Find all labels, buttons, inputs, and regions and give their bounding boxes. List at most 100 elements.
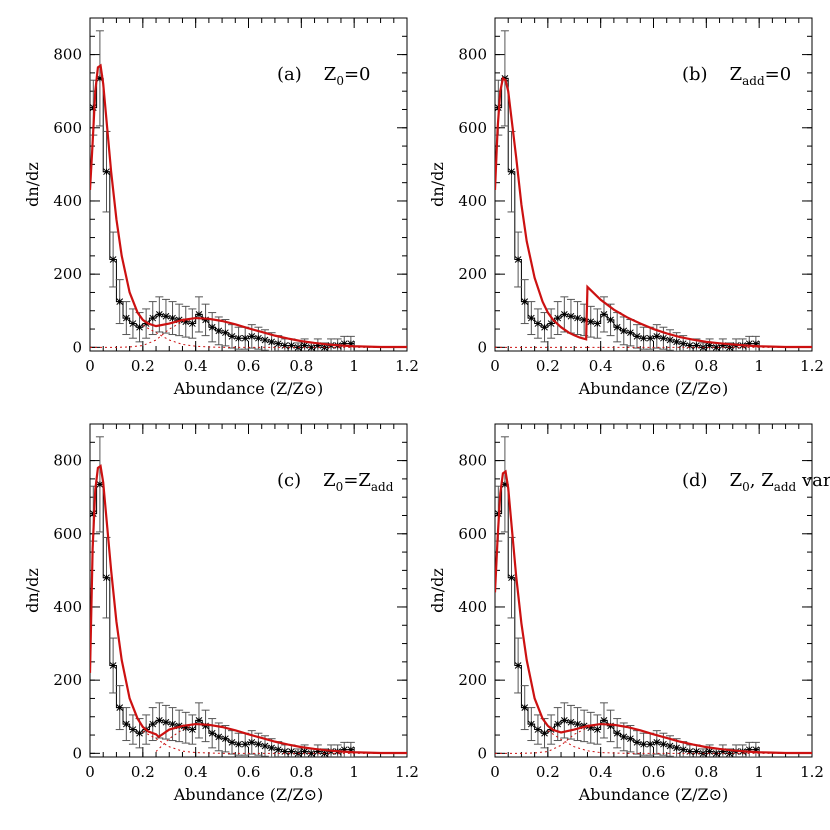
data-point	[122, 314, 130, 322]
data-point	[109, 662, 117, 669]
panel-label: (d)	[682, 470, 708, 491]
data-point	[580, 316, 588, 324]
data-point	[136, 323, 143, 331]
plot-area	[495, 30, 812, 351]
data-point	[752, 746, 760, 754]
panel-1: 0 0.2 0.4 0.6 0.8 1 1.2 0 200 400 600 800 Abundance …	[428, 17, 824, 398]
data-point	[215, 733, 223, 741]
data-point	[189, 320, 196, 327]
data-point	[208, 729, 216, 737]
x-tick-label: 0.2	[536, 357, 560, 375]
data-point	[712, 749, 720, 757]
data-point	[189, 726, 196, 733]
data-point	[169, 314, 176, 322]
data-point	[261, 742, 269, 750]
data-point	[633, 739, 641, 746]
y-tick-label: 800	[53, 452, 82, 470]
data-point	[514, 662, 522, 669]
data-point	[162, 718, 170, 726]
panel-0: 0 0.2 0.4 0.6 0.8 1 1.2 0 200 400 600 800 Abundance …	[23, 17, 419, 398]
data-point	[288, 748, 295, 755]
x-tick-label: 1.2	[395, 763, 419, 781]
data-point	[560, 311, 568, 318]
data-point	[574, 720, 581, 728]
data-point	[294, 343, 302, 351]
data-point	[554, 314, 562, 322]
data-point	[122, 720, 130, 728]
x-tick-label: 1.2	[800, 357, 824, 375]
data-point	[587, 724, 595, 732]
x-tick-label: 1	[754, 357, 764, 375]
y-tick-label: 0	[477, 744, 487, 762]
y-axis-label: dn/dz	[23, 568, 42, 613]
panel-3: 0 0.2 0.4 0.6 0.8 1 1.2 0 200 400 600 800 Abundance …	[428, 423, 830, 804]
data-point	[719, 342, 727, 349]
x-tick-label: 0.6	[237, 763, 261, 781]
data-point	[169, 720, 176, 728]
data-point	[149, 314, 157, 322]
data-point	[686, 748, 694, 755]
model-curve-total	[90, 464, 407, 755]
title-suffix: , Z	[750, 470, 774, 491]
y-tick-label: 0	[72, 338, 82, 356]
data-point	[567, 718, 575, 726]
panel-2: 0 0.2 0.4 0.6 0.8 1 1.2 0 200 400 600 800 Abundance …	[23, 423, 419, 804]
data-point	[613, 323, 621, 331]
data-point	[301, 748, 308, 755]
data-point	[666, 336, 674, 344]
y-tick-label: 400	[458, 192, 487, 210]
title-subscript-2: add	[371, 480, 394, 494]
x-tick-label: 0.2	[131, 763, 155, 781]
x-tick-label: 1.2	[395, 357, 419, 375]
title-subscript: add	[742, 74, 765, 88]
data-point	[268, 338, 275, 346]
x-axis-label: Abundance (Z/Z⊙)	[578, 785, 729, 804]
y-tick-label: 0	[477, 338, 487, 356]
data-point	[90, 104, 97, 112]
data-point	[541, 729, 548, 737]
panel-title: (b) Zadd=0	[682, 64, 791, 88]
y-tick-label: 800	[53, 46, 82, 64]
data-point	[202, 316, 209, 324]
data-point	[508, 168, 515, 176]
data-point	[215, 327, 223, 335]
data-point	[307, 749, 315, 757]
data-point	[195, 311, 203, 318]
data-point	[587, 318, 595, 326]
title-suffix: =0	[344, 64, 371, 85]
data-point	[501, 481, 509, 488]
title-subscript: 0	[336, 480, 344, 494]
data-point	[228, 739, 236, 746]
data-point	[541, 323, 548, 331]
data-point	[241, 740, 249, 748]
y-tick-label: 200	[53, 265, 82, 283]
data-point	[96, 481, 104, 488]
data-point	[274, 746, 282, 754]
x-tick-label: 0	[490, 763, 500, 781]
data-point	[268, 744, 275, 752]
data-point	[109, 256, 117, 263]
x-tick-label: 0.8	[289, 763, 313, 781]
data-point	[706, 342, 713, 349]
data-point	[627, 735, 634, 743]
data-point	[255, 334, 262, 342]
model-curve-primary	[142, 730, 407, 754]
x-tick-label: 0.6	[642, 763, 666, 781]
data-point	[103, 168, 110, 176]
y-tick-label: 800	[458, 46, 487, 64]
model-curve-total	[90, 63, 407, 349]
data-point	[501, 75, 509, 82]
data-point	[347, 340, 355, 348]
title-symbol: Z	[730, 470, 743, 491]
x-tick-label: 0.4	[589, 357, 613, 375]
x-tick-label: 1	[349, 763, 359, 781]
data-point	[514, 256, 522, 263]
x-tick-label: 0.6	[642, 357, 666, 375]
y-tick-label: 400	[458, 598, 487, 616]
data-point	[202, 722, 209, 730]
title-suffix: =0	[765, 64, 792, 85]
title-subscript-2: add	[774, 480, 797, 494]
model-curve-total	[495, 76, 812, 349]
y-tick-label: 400	[53, 598, 82, 616]
y-tick-label: 600	[53, 525, 82, 543]
